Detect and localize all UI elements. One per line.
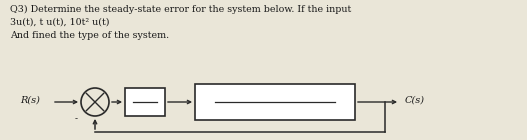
FancyBboxPatch shape — [195, 84, 355, 120]
Text: And fined the type of the system.: And fined the type of the system. — [10, 31, 169, 40]
Text: C(s): C(s) — [405, 95, 425, 104]
FancyBboxPatch shape — [125, 88, 165, 116]
Text: Q3) Determine the steady-state error for the system below. If the input: Q3) Determine the steady-state error for… — [10, 5, 352, 14]
Text: 10(s+1): 10(s+1) — [254, 89, 296, 99]
Text: -: - — [75, 114, 78, 123]
Text: 3u(t), t u(t), 10t² u(t): 3u(t), t u(t), 10t² u(t) — [10, 18, 110, 27]
Text: R(s): R(s) — [20, 95, 40, 104]
Text: s: s — [142, 103, 148, 113]
Text: 5: 5 — [142, 93, 148, 102]
Text: (s+5)(s+6): (s+5)(s+6) — [247, 107, 303, 116]
